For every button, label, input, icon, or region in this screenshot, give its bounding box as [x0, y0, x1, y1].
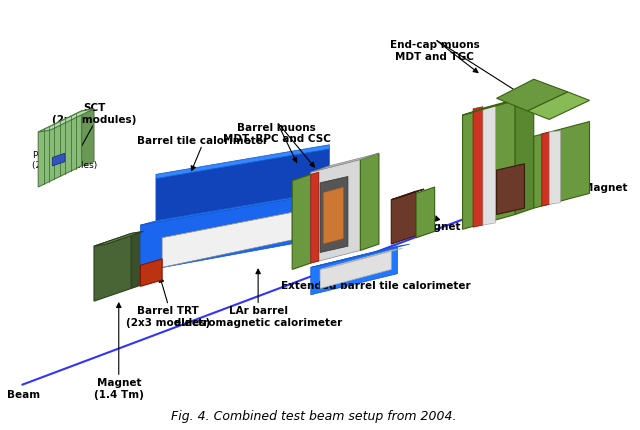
Polygon shape: [527, 93, 589, 120]
Polygon shape: [140, 196, 314, 272]
Polygon shape: [140, 259, 162, 287]
Polygon shape: [156, 150, 330, 221]
Polygon shape: [162, 211, 305, 238]
Polygon shape: [131, 232, 143, 289]
Polygon shape: [38, 112, 81, 187]
Text: Pixel
(2x3 modules): Pixel (2x3 modules): [32, 150, 97, 170]
Text: Barrel tile calorimeter: Barrel tile calorimeter: [137, 135, 268, 145]
Polygon shape: [515, 95, 534, 215]
Polygon shape: [463, 101, 515, 230]
Polygon shape: [320, 177, 348, 253]
Polygon shape: [391, 190, 424, 200]
Polygon shape: [94, 234, 131, 301]
Text: Beam: Beam: [7, 389, 40, 399]
Polygon shape: [320, 249, 403, 270]
Text: Magnet
(1.4 Tm): Magnet (1.4 Tm): [94, 378, 144, 399]
Polygon shape: [497, 164, 524, 215]
Polygon shape: [292, 211, 305, 240]
Polygon shape: [534, 122, 589, 209]
Polygon shape: [311, 154, 379, 173]
Polygon shape: [463, 95, 534, 116]
Polygon shape: [320, 251, 391, 289]
Text: Barrel muons
MDT, RPC and CSC: Barrel muons MDT, RPC and CSC: [223, 122, 331, 144]
Polygon shape: [323, 187, 344, 245]
Text: Magnet: Magnet: [583, 183, 628, 193]
Polygon shape: [156, 145, 330, 179]
Polygon shape: [549, 132, 561, 205]
Text: End-cap muons
MDT and TGC: End-cap muons MDT and TGC: [390, 40, 479, 61]
Text: Barrel TRT
(2x3 modules): Barrel TRT (2x3 modules): [126, 306, 211, 327]
Text: SCT
(2x4 modules): SCT (2x4 modules): [52, 103, 136, 124]
Polygon shape: [140, 192, 330, 226]
Polygon shape: [473, 108, 483, 227]
Polygon shape: [391, 192, 416, 245]
Polygon shape: [416, 187, 435, 238]
Text: LAr barrel
electromagnetic calorimeter: LAr barrel electromagnetic calorimeter: [174, 306, 342, 327]
Polygon shape: [292, 175, 311, 270]
Polygon shape: [52, 154, 65, 166]
Polygon shape: [311, 245, 410, 268]
Polygon shape: [542, 133, 549, 206]
Polygon shape: [38, 110, 94, 133]
Polygon shape: [311, 247, 397, 295]
Text: Extended barrel tile calorimeter: Extended barrel tile calorimeter: [281, 280, 470, 290]
Polygon shape: [360, 154, 379, 251]
Polygon shape: [483, 106, 495, 226]
Polygon shape: [497, 80, 568, 112]
Polygon shape: [94, 232, 143, 247]
Polygon shape: [162, 213, 292, 268]
Polygon shape: [311, 160, 360, 264]
Polygon shape: [81, 110, 94, 166]
Text: Fig. 4. Combined test beam setup from 2004.: Fig. 4. Combined test beam setup from 20…: [171, 408, 456, 422]
Text: Magnet: Magnet: [415, 221, 460, 231]
Polygon shape: [311, 173, 319, 264]
